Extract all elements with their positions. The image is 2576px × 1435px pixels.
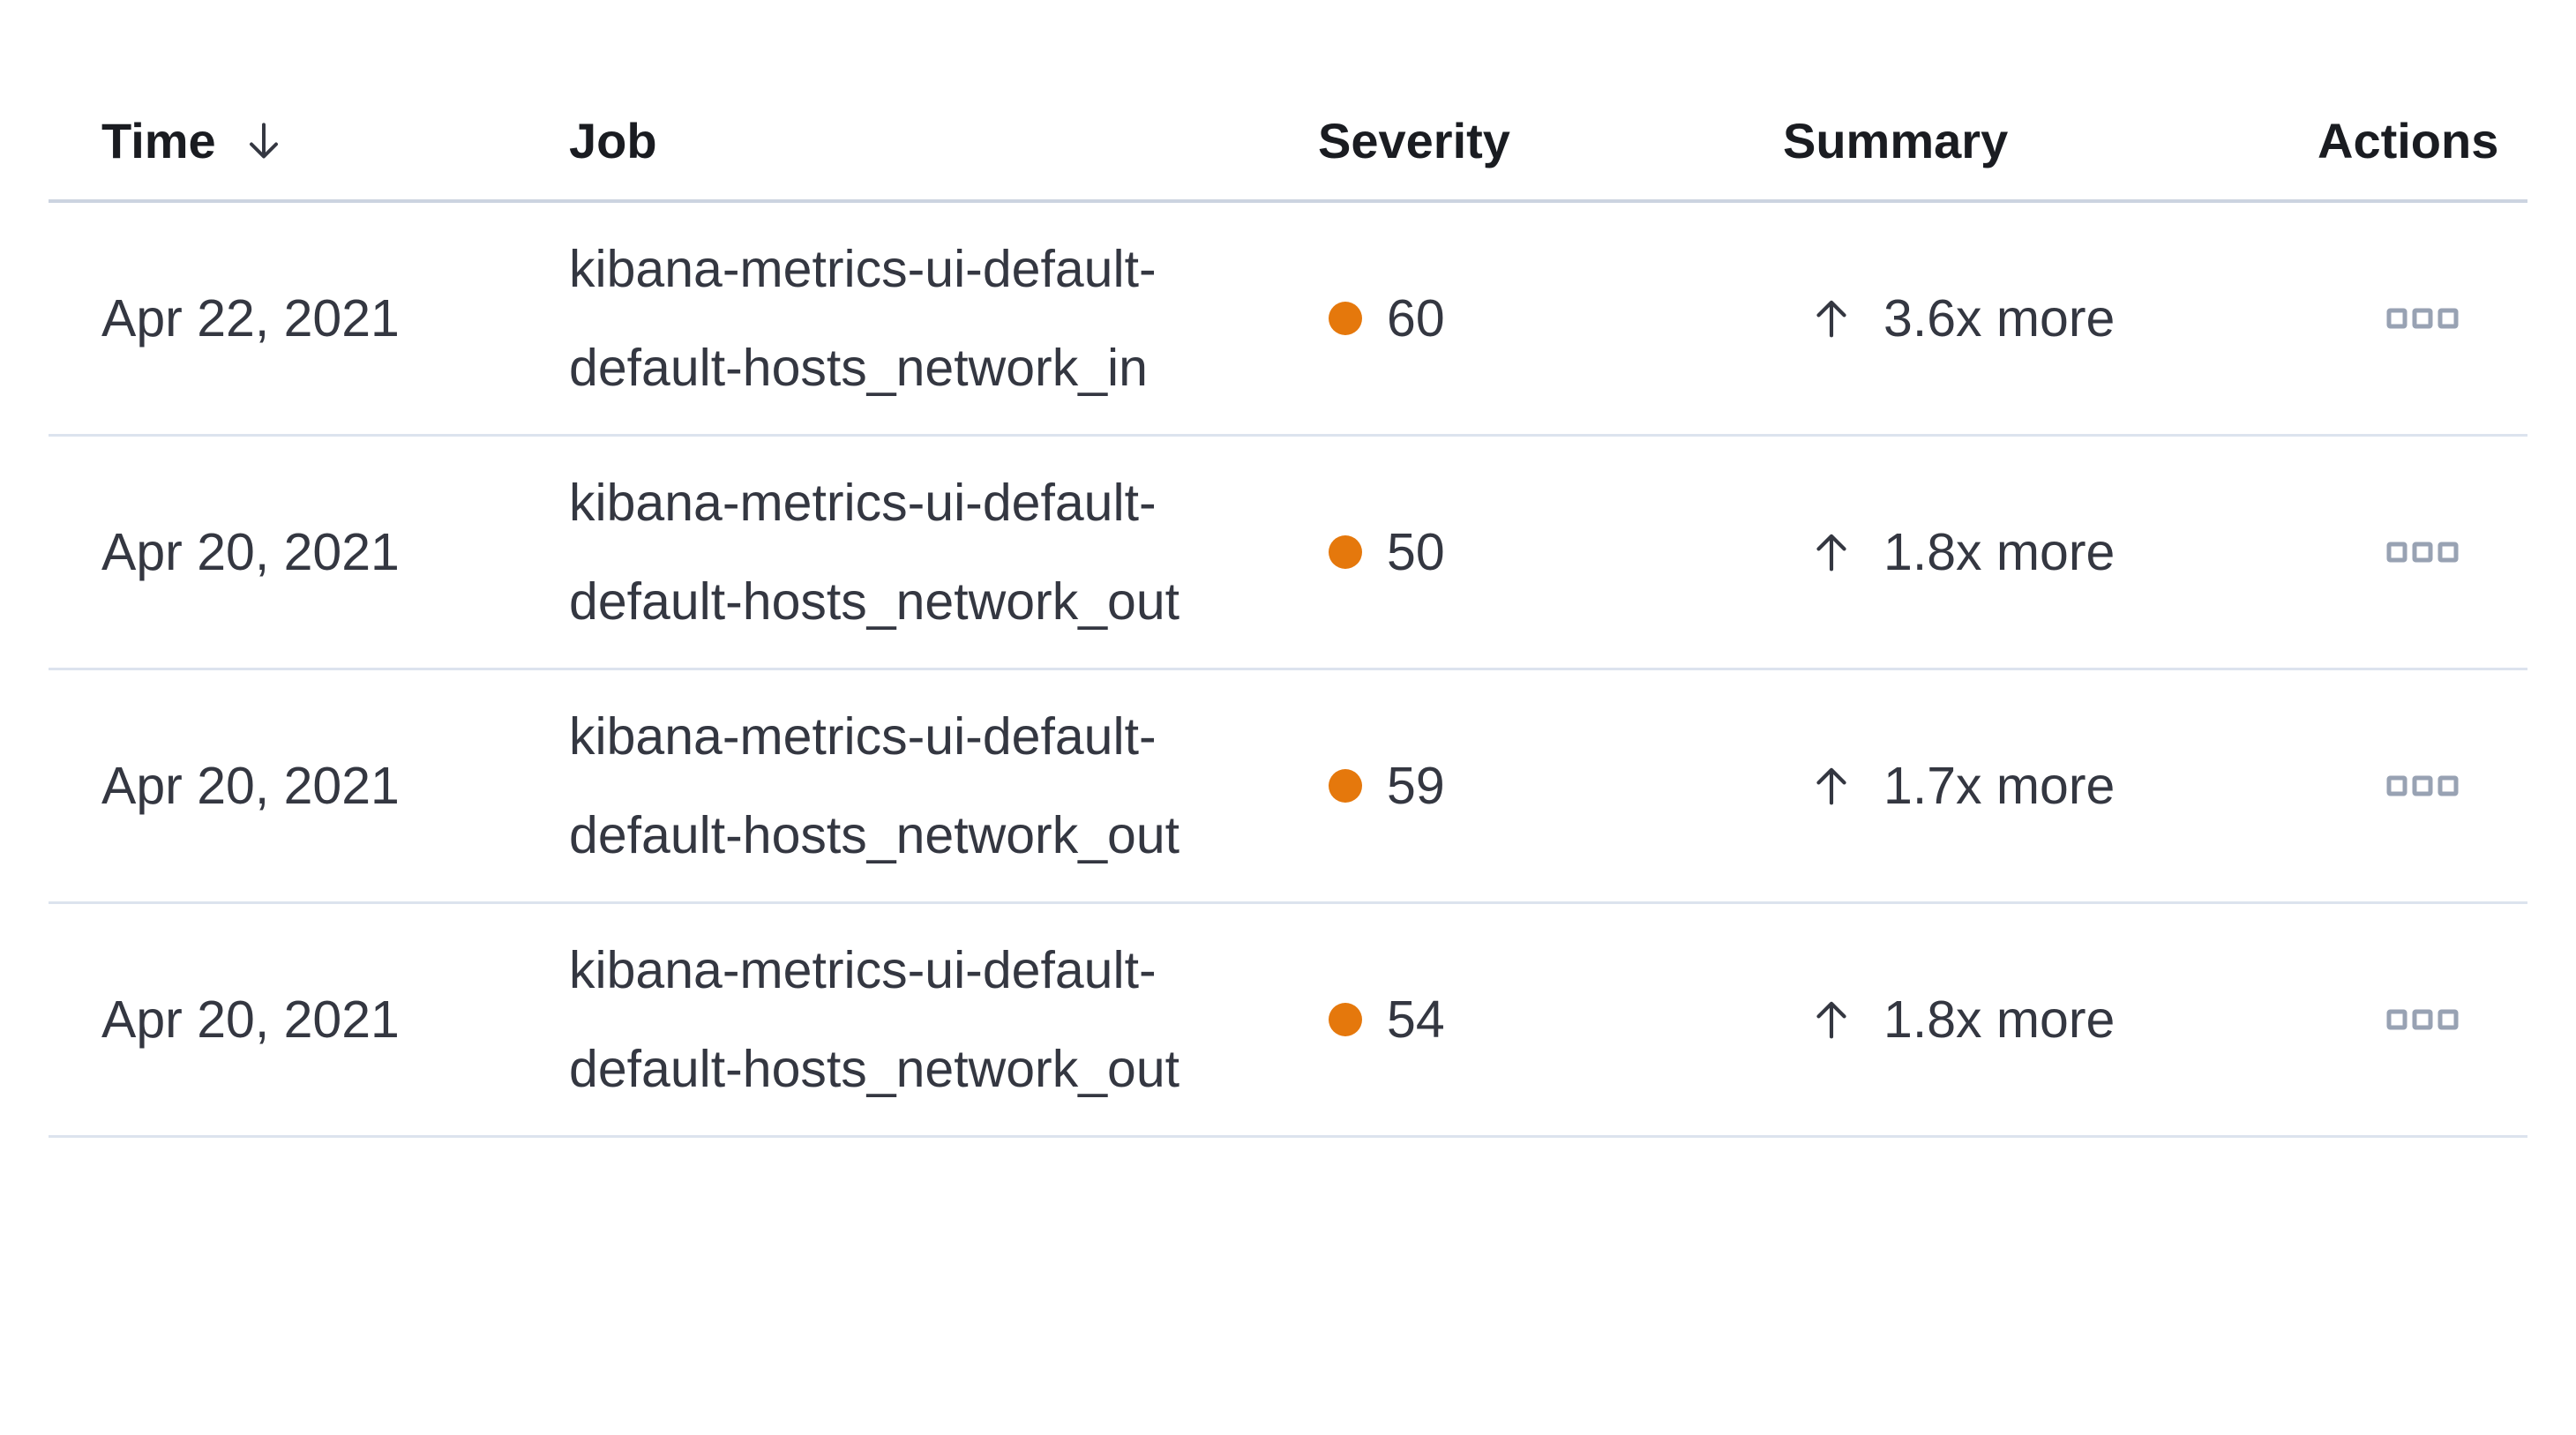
row-actions-button[interactable] — [2380, 766, 2465, 805]
boxes-horizontal-icon — [2385, 772, 2460, 800]
column-header-job[interactable]: Job — [569, 112, 1318, 199]
column-header-time[interactable]: Time — [49, 112, 569, 199]
column-label-summary: Summary — [1783, 113, 2009, 168]
summary-text: 1.8x more — [1883, 990, 2115, 1049]
column-header-actions: Actions — [2318, 112, 2527, 199]
cell-time: Apr 22, 2021 — [49, 203, 569, 434]
cell-severity: 50 — [1318, 437, 1783, 668]
column-label-severity: Severity — [1318, 113, 1510, 168]
job-name-line2: default-hosts_network_out — [569, 1040, 1180, 1098]
cell-summary: 1.7x more — [1783, 670, 2318, 901]
cell-actions — [2318, 904, 2527, 1135]
severity-dot-icon — [1329, 1003, 1362, 1036]
cell-summary: 1.8x more — [1783, 904, 2318, 1135]
job-name-line1: kibana-metrics-ui-default- — [569, 707, 1157, 766]
table-row: Apr 20, 2021 kibana-metrics-ui-default- … — [49, 437, 2527, 670]
row-actions-button[interactable] — [2380, 1000, 2465, 1039]
anomaly-time: Apr 20, 2021 — [101, 757, 400, 815]
arrow-up-icon — [1806, 994, 1857, 1045]
job-name-line1: kibana-metrics-ui-default- — [569, 240, 1157, 298]
boxes-horizontal-icon — [2385, 538, 2460, 566]
summary-text: 3.6x more — [1883, 289, 2115, 348]
job-name-line2: default-hosts_network_in — [569, 339, 1148, 397]
job-name-line1: kibana-metrics-ui-default- — [569, 474, 1157, 532]
severity-dot-icon — [1329, 769, 1362, 803]
table-row: Apr 22, 2021 kibana-metrics-ui-default- … — [49, 203, 2527, 437]
cell-time: Apr 20, 2021 — [49, 670, 569, 901]
cell-summary: 3.6x more — [1783, 203, 2318, 434]
row-actions-button[interactable] — [2380, 533, 2465, 572]
cell-actions — [2318, 437, 2527, 668]
sort-descending-icon — [239, 116, 288, 166]
row-actions-button[interactable] — [2380, 299, 2465, 338]
cell-job: kibana-metrics-ui-default- default-hosts… — [569, 203, 1318, 434]
severity-score: 60 — [1387, 289, 1445, 348]
anomaly-time: Apr 20, 2021 — [101, 990, 400, 1049]
column-header-severity[interactable]: Severity — [1318, 112, 1783, 199]
table-row: Apr 20, 2021 kibana-metrics-ui-default- … — [49, 670, 2527, 904]
column-label-time: Time — [101, 113, 216, 168]
arrow-up-icon — [1806, 527, 1857, 578]
cell-severity: 60 — [1318, 203, 1783, 434]
cell-actions — [2318, 203, 2527, 434]
arrow-up-icon — [1806, 293, 1857, 344]
cell-job: kibana-metrics-ui-default- default-hosts… — [569, 904, 1318, 1135]
table-row: Apr 20, 2021 kibana-metrics-ui-default- … — [49, 904, 2527, 1138]
cell-job: kibana-metrics-ui-default- default-hosts… — [569, 670, 1318, 901]
cell-severity: 54 — [1318, 904, 1783, 1135]
cell-actions — [2318, 670, 2527, 901]
column-label-actions: Actions — [2318, 113, 2499, 168]
cell-job: kibana-metrics-ui-default- default-hosts… — [569, 437, 1318, 668]
summary-text: 1.8x more — [1883, 523, 2115, 581]
job-name-line2: default-hosts_network_out — [569, 806, 1180, 864]
table-header-row: Time Job Severity Summary Actions — [49, 0, 2527, 203]
job-name-line1: kibana-metrics-ui-default- — [569, 941, 1157, 999]
severity-score: 59 — [1387, 757, 1445, 815]
cell-time: Apr 20, 2021 — [49, 437, 569, 668]
cell-summary: 1.8x more — [1783, 437, 2318, 668]
severity-dot-icon — [1329, 535, 1362, 569]
anomalies-table: Time Job Severity Summary Actions Apr 22… — [49, 0, 2527, 1138]
boxes-horizontal-icon — [2385, 1005, 2460, 1034]
column-header-summary[interactable]: Summary — [1783, 112, 2318, 199]
arrow-up-icon — [1806, 760, 1857, 811]
anomaly-time: Apr 22, 2021 — [101, 289, 400, 348]
summary-text: 1.7x more — [1883, 757, 2115, 815]
job-name-line2: default-hosts_network_out — [569, 572, 1180, 631]
cell-time: Apr 20, 2021 — [49, 904, 569, 1135]
severity-dot-icon — [1329, 302, 1362, 335]
boxes-horizontal-icon — [2385, 304, 2460, 333]
column-label-job: Job — [569, 113, 657, 168]
table-body: Apr 22, 2021 kibana-metrics-ui-default- … — [49, 203, 2527, 1138]
severity-score: 54 — [1387, 990, 1445, 1049]
cell-severity: 59 — [1318, 670, 1783, 901]
anomaly-time: Apr 20, 2021 — [101, 523, 400, 581]
severity-score: 50 — [1387, 523, 1445, 581]
